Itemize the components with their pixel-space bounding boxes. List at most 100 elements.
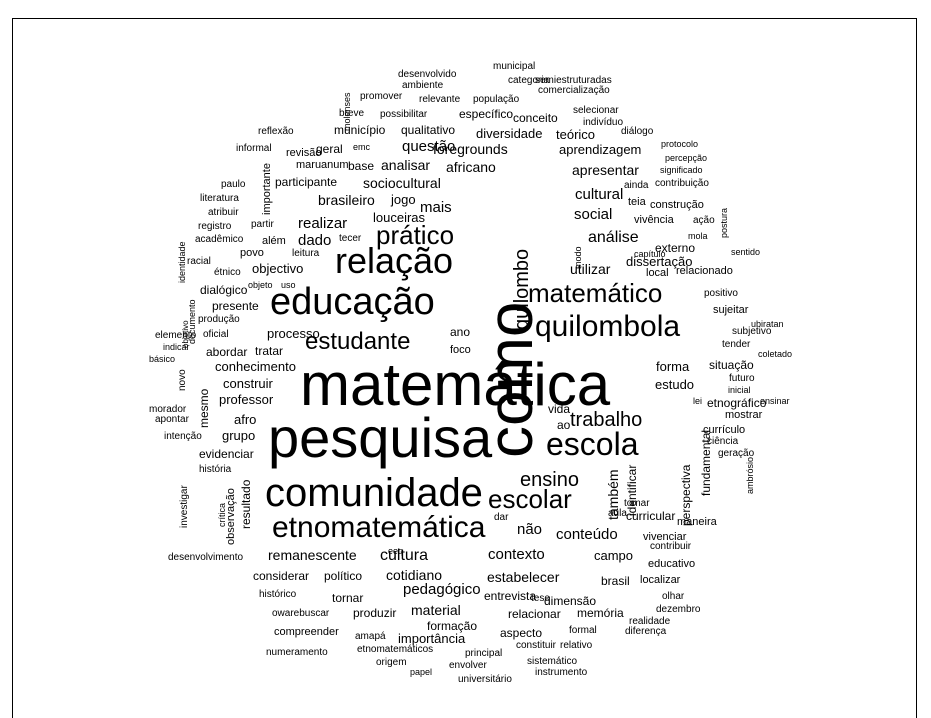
cloud-word: dar [494,512,509,523]
cloud-word: formal [569,625,597,636]
cloud-word: novo [177,369,188,391]
cloud-word: selecionar [573,105,619,116]
cloud-word: sentido [731,247,761,257]
cloud-word: além [262,235,286,247]
cloud-word: constituir [516,640,557,651]
cloud-word: relacionado [676,265,733,277]
cloud-word: perspectiva [679,464,693,526]
cloud-word: comunidade [265,471,483,515]
cloud-word: uso [281,280,296,290]
cloud-word: inicial [728,385,751,395]
cloud-word: coletado [758,349,793,359]
cloud-word: diálogo [621,126,654,137]
cloud-word: numeramento [266,647,328,658]
cloud-word: considerar [253,569,310,583]
cloud-word: professor [219,392,274,407]
cloud-word: aspecto [500,626,543,640]
cloud-word: remanescente [268,547,357,563]
cloud-word: municipal [493,61,536,72]
cloud-word: origem [376,657,407,668]
cloud-word: ensinar [760,396,790,406]
cloud-word: geração [718,448,755,459]
cloud-word: curricular [626,509,676,523]
cloud-word: brasil [601,574,630,588]
cloud-word: processo [267,326,320,341]
cloud-word: questão [402,138,456,155]
cloud-word: relacionar [508,607,561,621]
cloud-word: social [574,206,613,223]
cloud-word: subjetivo [732,326,772,337]
cloud-word: contribuir [650,541,692,552]
cloud-word: ciência [707,436,739,447]
cloud-word: objectivo [252,261,304,276]
cloud-word: específico [459,107,514,121]
cloud-word: categoria [508,75,550,86]
cloud-word: estudante [305,328,411,355]
cloud-word: conhecimento [215,359,296,374]
cloud-word: cultura [380,547,429,564]
cloud-word: produção [198,314,240,325]
cloud-word: sujeitar [713,304,749,316]
cloud-word: relevante [419,94,461,105]
cloud-word: realizar [298,215,348,232]
cloud-word: cotidiano [386,567,443,583]
cloud-word: analisar [381,157,431,173]
cloud-word: capítulo [634,249,666,259]
cloud-word: tese [531,593,550,604]
cloud-word: apresentar [572,162,639,178]
cloud-word: povo [240,247,264,259]
cloud-word: cultural [575,186,624,203]
cloud-word: lei [693,396,703,406]
cloud-word: histórico [259,589,297,600]
cloud-word: observação [225,488,237,545]
cloud-word: evidenciar [199,447,254,461]
cloud-word: teórico [556,127,596,142]
cloud-word: matemático [528,278,663,308]
cloud-word: desenvolvido [398,69,457,80]
cloud-word: dezembro [656,604,701,615]
cloud-word: identidade [177,241,187,283]
cloud-word: dialógico [200,283,248,297]
cloud-word: principal [465,648,503,659]
cloud-word: relativo [560,640,593,651]
cloud-word: leitura [292,248,320,259]
cloud-word: dimensão [544,594,597,608]
cloud-word: compreender [274,626,339,638]
cloud-word: positivo [704,288,738,299]
cloud-word: morador [149,404,187,415]
cloud-word: teia [628,196,646,208]
cloud-word: político [324,569,363,583]
cloud-word: significado [660,165,703,175]
cloud-word: breve [339,108,365,119]
cloud-word: apontar [155,414,189,425]
cloud-word: local [646,267,669,279]
cloud-word: análise [588,229,639,246]
cloud-word: maneira [677,516,717,528]
cloud-word: resultado [239,479,253,529]
cloud-word: objeto [248,280,273,290]
cloud-word: revisão [286,147,322,159]
cloud-word: protocolo [661,139,699,149]
cloud-word: contribuição [655,178,709,189]
cloud-word: mais [420,199,452,216]
cloud-word: molenses [342,92,352,131]
cloud-word: construir [223,376,273,391]
cloud-word: utilizar [570,261,611,277]
cloud-word: ação [693,215,715,226]
cloud-word: matemática [300,351,611,418]
cloud-word: oficial [203,329,229,340]
cloud-word: foco [450,344,471,356]
cloud-word: semiestruturadas [535,75,612,86]
cloud-word: olhar [662,591,685,602]
cloud-word: campo [594,548,634,563]
cloud-word: história [199,464,232,475]
cloud-word: básico [149,354,176,364]
cloud-word: relação [335,240,454,281]
cloud-word: externo [655,241,696,255]
cloud-word: produzir [353,606,397,620]
cloud-word: tratar [255,344,284,358]
figure-frame [12,18,917,718]
cloud-word: foregrounds [433,141,508,157]
cloud-word: maruanum [296,159,349,171]
cloud-word: reflexão [258,126,294,137]
